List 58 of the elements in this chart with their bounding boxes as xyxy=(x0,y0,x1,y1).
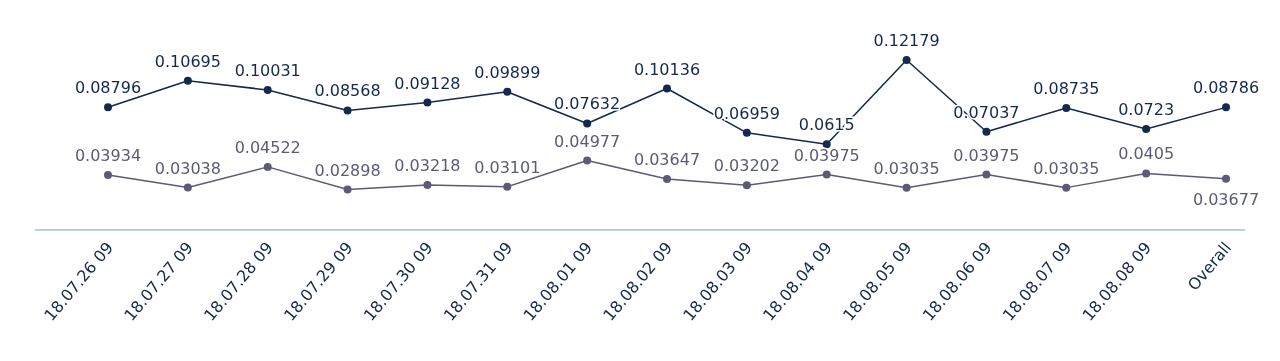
data-label: 0.03647 xyxy=(633,150,701,170)
point xyxy=(1062,183,1071,192)
data-label: 0.08568 xyxy=(314,81,381,101)
data-label: 0.08786 xyxy=(1192,78,1260,98)
point xyxy=(423,98,432,107)
data-label: 0.07632 xyxy=(554,94,621,114)
point xyxy=(1062,104,1071,113)
data-label: 0.09128 xyxy=(394,73,461,93)
point xyxy=(822,140,831,149)
point xyxy=(343,185,352,194)
point xyxy=(663,84,671,93)
data-label: 0.03934 xyxy=(74,146,142,166)
data-label: 0.03218 xyxy=(394,156,461,176)
data-label: 0.03038 xyxy=(154,158,221,178)
data-label: 0.10136 xyxy=(633,59,701,79)
data-label: 0.10695 xyxy=(154,51,221,71)
data-label: 0.03975 xyxy=(793,145,860,165)
point xyxy=(1222,103,1230,112)
point xyxy=(183,183,192,192)
data-label: 0.08796 xyxy=(74,78,142,98)
data-label: 0.0723 xyxy=(1118,100,1175,120)
point xyxy=(263,162,272,171)
data-label: 0.04522 xyxy=(234,137,301,157)
data-label: 0.03202 xyxy=(713,156,780,176)
point xyxy=(503,87,512,96)
point xyxy=(1222,174,1230,183)
data-label: 0.0405 xyxy=(1118,144,1175,164)
data-label: 0.03035 xyxy=(1033,158,1100,178)
point xyxy=(104,171,112,180)
point xyxy=(583,156,592,165)
data-label: 0.03677 xyxy=(1192,189,1260,209)
data-label: 0.10031 xyxy=(234,60,301,80)
point xyxy=(104,103,112,112)
data-label: 0.03035 xyxy=(873,158,940,178)
point xyxy=(263,86,272,94)
data-label: 0.12179 xyxy=(873,31,940,50)
data-label: 0.03101 xyxy=(474,157,541,177)
point xyxy=(902,56,911,64)
point xyxy=(742,128,751,137)
point xyxy=(1142,169,1151,178)
point xyxy=(1142,125,1151,134)
point xyxy=(742,181,751,190)
data-label: 0.02898 xyxy=(314,160,381,180)
point xyxy=(423,181,432,190)
data-label: 0.06959 xyxy=(713,103,780,123)
point xyxy=(583,119,592,128)
point xyxy=(343,106,352,115)
point xyxy=(982,127,991,136)
point xyxy=(663,175,671,184)
point xyxy=(183,76,192,85)
data-label: 0.08735 xyxy=(1033,79,1100,99)
point xyxy=(902,183,911,192)
point xyxy=(822,170,831,179)
data-label: 0.09899 xyxy=(474,62,541,82)
point xyxy=(982,170,991,179)
data-label: 0.03975 xyxy=(953,145,1020,165)
data-label: 0.04977 xyxy=(554,131,621,151)
point xyxy=(503,182,512,191)
